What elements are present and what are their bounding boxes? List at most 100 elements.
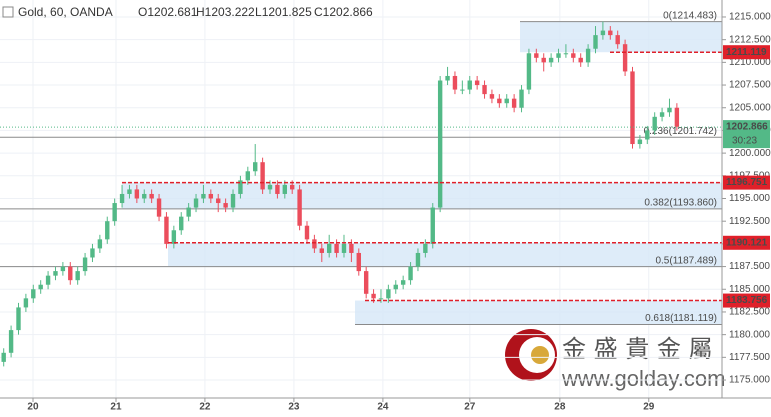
candle-body bbox=[297, 189, 302, 226]
x-tick-label: 22 bbox=[199, 402, 211, 413]
x-tick-label: 24 bbox=[377, 402, 389, 413]
fib-label: 0(1214.483) bbox=[663, 10, 717, 21]
watermark-name: 金 盛 貴 金 屬 bbox=[562, 335, 713, 363]
x-tick-label: 29 bbox=[643, 402, 655, 413]
y-tick-label: 1210.000 bbox=[729, 57, 771, 68]
candle-body bbox=[593, 35, 598, 49]
candle-body bbox=[312, 239, 317, 249]
zone bbox=[355, 300, 722, 325]
candle-body bbox=[16, 307, 21, 331]
zone bbox=[122, 182, 722, 209]
candle-body bbox=[349, 243, 354, 253]
fib-label: 0.382(1193.860) bbox=[644, 197, 717, 208]
candle-body bbox=[541, 57, 546, 63]
fib-label: 0.5(1187.489) bbox=[655, 255, 717, 266]
candle-body bbox=[578, 57, 583, 63]
candle-body bbox=[216, 198, 221, 204]
last-price-label: 1202.866 bbox=[726, 122, 768, 133]
candle-body bbox=[97, 239, 103, 249]
y-tick-label: 1215.000 bbox=[729, 12, 771, 23]
ohlc-h: H1203.222 bbox=[196, 5, 255, 19]
y-tick-label: 1187.500 bbox=[729, 261, 770, 272]
candle-body bbox=[8, 330, 14, 353]
candle-body bbox=[53, 271, 58, 276]
collapse-icon[interactable] bbox=[2, 6, 14, 18]
ohlc-o: O1202.681 bbox=[138, 5, 198, 19]
candle-body bbox=[341, 243, 347, 253]
y-tick-label: 1192.500 bbox=[729, 216, 770, 227]
candle-body bbox=[526, 53, 532, 90]
candle-body bbox=[497, 98, 502, 104]
candle-body bbox=[290, 184, 295, 190]
fib-label: 0.236(1201.742) bbox=[644, 126, 717, 137]
candle-body bbox=[386, 289, 391, 299]
candle-body bbox=[393, 284, 398, 290]
candle-body bbox=[260, 162, 265, 190]
candle-body bbox=[304, 225, 310, 240]
candle-body bbox=[452, 75, 458, 90]
candle-body bbox=[105, 221, 110, 240]
y-tick-label: 1200.000 bbox=[729, 148, 771, 159]
x-tick-label: 21 bbox=[110, 402, 122, 413]
candle-body bbox=[60, 266, 66, 272]
candle-body bbox=[504, 98, 509, 104]
plot: 0(1214.483) 0.236(1201.742) 0.382(1193.860… bbox=[0, 0, 722, 398]
y-tick-label: 1212.500 bbox=[729, 34, 771, 45]
candle-body bbox=[127, 189, 132, 194]
candle-body bbox=[38, 284, 43, 290]
candle-body bbox=[430, 207, 435, 244]
candle-body bbox=[408, 266, 413, 281]
level-label: 1190.121 bbox=[726, 237, 768, 248]
candle-body bbox=[659, 112, 665, 117]
y-tick-label: 1177.500 bbox=[729, 352, 770, 363]
candle-body bbox=[437, 80, 443, 208]
candle-body bbox=[149, 193, 154, 199]
candle-body bbox=[600, 30, 606, 36]
candle-body bbox=[548, 57, 554, 63]
candle-body bbox=[519, 89, 524, 108]
candle-body bbox=[82, 257, 88, 272]
symbol: Gold, 60, OANDA bbox=[18, 5, 113, 19]
level-label: 1183.756 bbox=[726, 295, 768, 306]
y-tick-label: 1175.000 bbox=[729, 375, 770, 386]
candle-body bbox=[415, 252, 421, 267]
candle-body bbox=[142, 193, 147, 199]
candle-body bbox=[445, 75, 450, 81]
candle-body bbox=[482, 85, 487, 95]
candle-body bbox=[119, 193, 125, 204]
ohlc-c: C1202.866 bbox=[314, 5, 373, 19]
candle-body bbox=[423, 243, 428, 253]
zone bbox=[168, 242, 722, 267]
candle-body bbox=[68, 266, 73, 281]
x-tick-label: 27 bbox=[464, 402, 476, 413]
candle-body bbox=[356, 252, 361, 272]
y-tick-label: 1182.500 bbox=[729, 307, 770, 318]
candle-body bbox=[608, 30, 613, 36]
countdown: 30:23 bbox=[732, 136, 757, 147]
candle-body bbox=[645, 130, 650, 140]
candle-body bbox=[667, 107, 672, 113]
x-tick-label: 23 bbox=[288, 402, 300, 413]
candle-body bbox=[474, 80, 480, 86]
y-tick-label: 1205.000 bbox=[729, 102, 771, 113]
y-tick-label: 1195.000 bbox=[729, 193, 770, 204]
zone bbox=[520, 21, 722, 53]
candle-body bbox=[90, 248, 95, 258]
level-tag bbox=[723, 175, 770, 190]
candle-body bbox=[75, 271, 80, 281]
candle-body bbox=[334, 243, 339, 253]
candle-body bbox=[674, 107, 680, 127]
watermark: 金 盛 貴 金 屬 www.golday.com bbox=[505, 329, 725, 391]
candle-body bbox=[171, 230, 177, 244]
candle-body bbox=[371, 293, 376, 299]
candle-body bbox=[378, 298, 384, 300]
candle-body bbox=[489, 94, 495, 99]
candle-body bbox=[1, 352, 6, 362]
candle-body bbox=[193, 198, 199, 208]
logo-core bbox=[531, 346, 549, 364]
watermark-url: www.golday.com bbox=[561, 366, 725, 391]
candle-body bbox=[275, 184, 280, 194]
candle-body bbox=[156, 198, 162, 217]
x-tick-label: 28 bbox=[554, 402, 566, 413]
